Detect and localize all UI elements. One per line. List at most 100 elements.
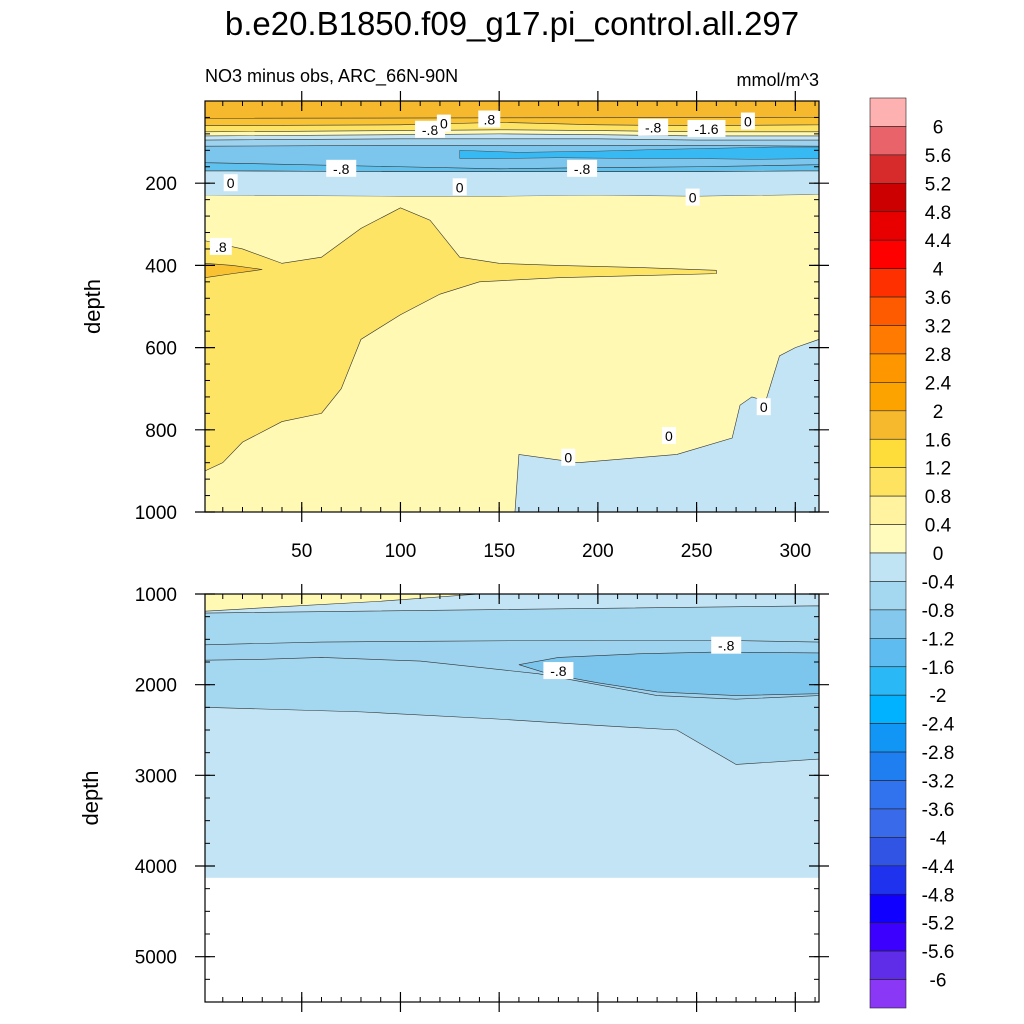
contour-label: -.8 [574,161,591,177]
colorbar-label: 2.4 [925,373,952,394]
colorbar-swatch [869,97,907,127]
contour-label: 0 [564,450,572,466]
x-tick-label: 50 [291,541,312,562]
colorbar-swatch [869,638,907,668]
colorbar-label: 6 [933,117,944,138]
x-tick-label: 250 [681,541,713,562]
contour-field: -.8 -.8 [205,594,819,878]
contour-label: 0 [227,175,235,191]
contour-label-bg [436,114,451,132]
x-tick-label: 100 [385,541,417,562]
y-tick-label: 400 [145,256,177,277]
contour-label-bg [687,119,726,137]
y-tick-label: 4000 [135,857,177,878]
colorbar-swatch [869,268,907,298]
colorbar-swatch [869,296,907,326]
colorbar-label: -2.8 [922,743,955,764]
colorbar-swatch [869,410,907,440]
contour-label-bg [326,159,357,177]
contour-label-bg [567,159,598,177]
contour-label-bg [452,178,467,196]
colorbar-label: -5.6 [922,942,955,963]
colorbar-label: -3.6 [922,800,955,821]
colorbar-label: -3.2 [922,772,955,793]
y-tick-label: 600 [145,339,177,360]
contour-band-m0p4-lower [205,170,819,197]
colorbar-label: -6 [930,971,947,992]
colorbar-swatch [869,751,907,781]
contour-label-bg [661,426,676,444]
colorbar-label: -2 [930,686,947,707]
colorbar-swatch [869,922,907,952]
colorbar-label: 3.6 [925,288,951,309]
colorbar-swatch [869,979,907,1009]
y-tick-label: 5000 [135,948,177,969]
colorbar-swatch [869,694,907,724]
colorbar-swatch [869,581,907,611]
contour-region-2 [514,339,819,512]
colorbar-swatch [869,893,907,923]
contour-label: .8 [483,111,495,127]
colorbar-label: 0.4 [925,516,952,537]
figure-title: b.e20.B1850.f09_g17.pi_control.all.297 [225,5,799,42]
contour-label-bg [543,662,574,680]
contour-label-bg [209,237,232,255]
colorbar-label: 4.4 [925,231,952,252]
contour-label: 0 [744,114,752,130]
colorbar-label: 0.8 [925,487,951,508]
colorbar-label: 4 [933,260,944,281]
colorbar-swatch [869,865,907,895]
contour-label-bg [756,398,771,416]
contour-band-surface [205,101,819,119]
colorbar-label: -4.4 [922,857,955,878]
contour-label: 0 [689,190,697,206]
colorbar-swatch [869,609,907,639]
colorbar-label: -4.8 [922,885,955,906]
colorbar-swatch [869,467,907,497]
colorbar-label: 2.8 [925,345,951,366]
colorbar: 6 5.6 5.2 4.8 4.4 4 3.6 3.2 2.8 2.4 2 1.6 1.2 0.8 0.4 0… [869,97,955,1009]
colorbar-label: 5.6 [925,146,951,167]
contour-label: .8 [215,239,227,255]
colorbar-label: 0 [933,544,944,565]
contour-label: 0 [665,428,673,444]
contour-label: -.8 [645,120,662,136]
colorbar-label: 4.8 [925,203,951,224]
contour-region-0 [205,207,717,472]
colorbar-swatch [869,353,907,383]
y-tick-label: 200 [145,174,177,195]
colorbar-label: 2 [933,402,944,423]
colorbar-label: 1.6 [925,430,951,451]
colorbar-label: 5.2 [925,174,951,195]
y-tick-label: 2000 [135,676,177,697]
colorbar-swatch [869,666,907,696]
colorbar-swatch [869,780,907,810]
contour-label: -.8 [333,161,350,177]
figure-subtitle: NO3 minus obs, ARC_66N-90N [205,66,458,87]
colorbar-label: -4 [930,828,947,849]
colorbar-swatch [869,524,907,554]
x-tick-label: 200 [582,541,614,562]
y-tick-label: 800 [145,421,177,442]
colorbar-swatch [869,382,907,412]
colorbar-swatch [869,438,907,468]
colorbar-label: -1.6 [922,658,955,679]
contour-label: -.8 [422,122,439,138]
colorbar-swatch [869,126,907,156]
contour-label-bg [711,636,742,654]
colorbar-swatch [869,808,907,838]
colorbar-swatch [869,837,907,867]
colorbar-swatch [869,239,907,269]
colorbar-label: -2.4 [922,715,955,736]
colorbar-label: -1.2 [922,629,955,650]
colorbar-swatch [869,183,907,213]
contour-label-bg [740,112,755,130]
plot-frame [204,100,820,513]
contour-label-bg [638,118,669,136]
contour-label: 0 [440,116,448,132]
contour-label-bg [478,110,501,128]
contour-label-bg [223,174,238,192]
x-tick-label: 300 [779,541,811,562]
